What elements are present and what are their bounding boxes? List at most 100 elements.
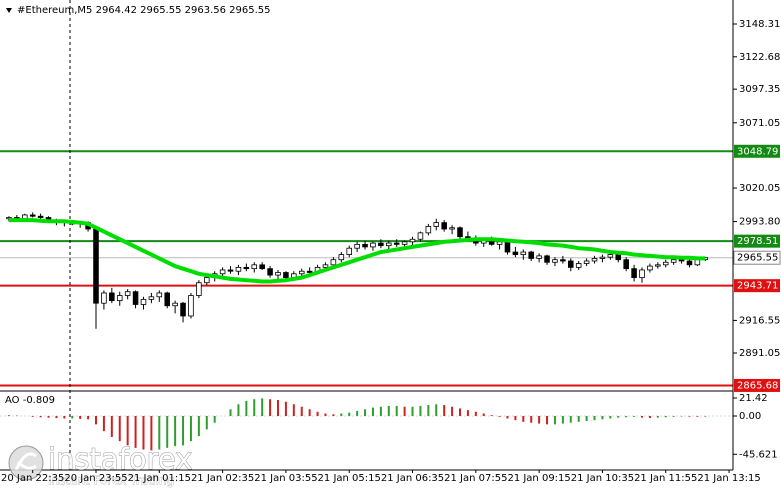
candle-body xyxy=(401,241,408,245)
candle-body xyxy=(544,255,550,263)
moving-average xyxy=(9,218,706,284)
x-tick-label: 21 Jan 10:35 xyxy=(571,473,634,484)
candle-body xyxy=(409,238,416,243)
candle-body xyxy=(536,255,542,259)
candle-body xyxy=(583,260,590,264)
candle-body xyxy=(378,242,384,247)
candle-body xyxy=(172,302,178,307)
candle-body xyxy=(647,265,653,271)
candle-body xyxy=(631,268,637,279)
candle-body xyxy=(670,259,677,263)
candle-body xyxy=(354,243,360,249)
candle-body xyxy=(607,254,614,258)
candle-body xyxy=(338,254,345,261)
candle-body xyxy=(655,264,661,267)
current-price-label: 2965.55 xyxy=(737,253,778,264)
level-label: 2943.71 xyxy=(737,281,778,292)
candle-body xyxy=(29,214,36,217)
x-tick-label: 21 Jan 06:35 xyxy=(381,473,444,484)
plot-layer xyxy=(6,212,709,451)
x-tick-label: 21 Jan 02:35 xyxy=(191,473,254,484)
y-tick-label: 2891.05 xyxy=(739,348,780,359)
candle-body xyxy=(615,254,622,261)
candle-body xyxy=(568,260,574,268)
candle-body xyxy=(124,291,131,296)
candle-body xyxy=(116,295,123,302)
x-tick-label: 20 Jan 23:55 xyxy=(64,473,127,484)
candle-body xyxy=(591,258,598,262)
y-tick-label: 2916.55 xyxy=(739,315,780,326)
level-label-bg xyxy=(734,144,780,158)
x-tick-label: 21 Jan 09:15 xyxy=(507,473,570,484)
candle-body xyxy=(449,227,455,230)
candle-body xyxy=(417,232,424,240)
candle-body xyxy=(575,263,582,268)
x-tick-label: 21 Jan 03:55 xyxy=(254,473,317,484)
candle-body xyxy=(694,259,701,266)
candle-body xyxy=(599,256,606,259)
ao-y-tick-label: 21.42 xyxy=(739,393,768,404)
watermark: instaforex Instant Forex Trading xyxy=(8,442,193,488)
candle-body xyxy=(109,292,115,302)
level-label: 2865.68 xyxy=(737,380,778,391)
candle-body xyxy=(552,259,558,263)
candle-body xyxy=(132,291,139,305)
candle-body xyxy=(243,266,250,270)
chart-title: #Ethereum,M5 2964.42 2965.55 2963.56 296… xyxy=(17,5,271,16)
candle-body xyxy=(196,282,202,296)
candle-body xyxy=(528,251,534,259)
y-tick-label: 2993.80 xyxy=(739,217,780,228)
y-tick-label: 3097.35 xyxy=(739,84,780,95)
candle-body xyxy=(457,227,463,238)
y-tick-label: 3071.05 xyxy=(739,118,780,129)
level-label: 3048.79 xyxy=(737,146,778,157)
candle-body xyxy=(37,215,44,218)
ao-title: AO -0.809 xyxy=(5,395,55,406)
x-tick-label: 20 Jan 22:35 xyxy=(1,473,64,484)
candle-body xyxy=(251,264,258,270)
candle-body xyxy=(504,241,511,253)
candle-body xyxy=(306,270,313,273)
candle-body xyxy=(393,242,400,245)
y-tick-label: 3148.31 xyxy=(739,19,780,30)
ao-y-tick-label: -45.621 xyxy=(739,449,778,460)
candle-body xyxy=(140,298,147,305)
candle-body xyxy=(93,228,99,304)
candle-body xyxy=(188,295,194,317)
candle-body xyxy=(623,259,629,270)
candle-body xyxy=(686,260,693,266)
candle-body xyxy=(639,269,645,279)
candle-body xyxy=(219,269,226,275)
candle-body xyxy=(512,251,519,255)
level-label-bg xyxy=(734,378,780,392)
level-label-bg xyxy=(734,279,780,293)
candle-body xyxy=(164,292,170,307)
candle-body xyxy=(298,270,305,275)
x-tick-label: 21 Jan 01:15 xyxy=(128,473,191,484)
y-tick-label: 3020.05 xyxy=(739,183,780,194)
candle-body xyxy=(433,222,440,227)
candle-body xyxy=(386,242,392,247)
candle-body xyxy=(148,296,155,300)
ao-y-tick-label: 0.00 xyxy=(739,411,761,422)
level-label-bg xyxy=(734,234,780,248)
candle-body xyxy=(346,247,352,255)
candle-body xyxy=(678,259,685,262)
candle-body xyxy=(235,266,242,272)
candle-body xyxy=(227,269,234,272)
candle-body xyxy=(425,226,432,234)
candle-body xyxy=(156,292,163,298)
current-price-bg xyxy=(733,250,781,265)
watermark-logo-mark xyxy=(14,452,37,471)
x-tick-label: 21 Jan 11:55 xyxy=(634,473,697,484)
x-tick-label: 21 Jan 13:15 xyxy=(697,473,760,484)
candle-body xyxy=(283,272,289,279)
candle-body xyxy=(267,268,273,276)
candle-body xyxy=(441,222,447,230)
candle-body xyxy=(204,277,210,284)
candle-body xyxy=(560,259,566,262)
watermark-brand: instaforex xyxy=(48,442,192,476)
level-label: 2978.51 xyxy=(737,236,778,247)
candle-body xyxy=(362,243,368,248)
